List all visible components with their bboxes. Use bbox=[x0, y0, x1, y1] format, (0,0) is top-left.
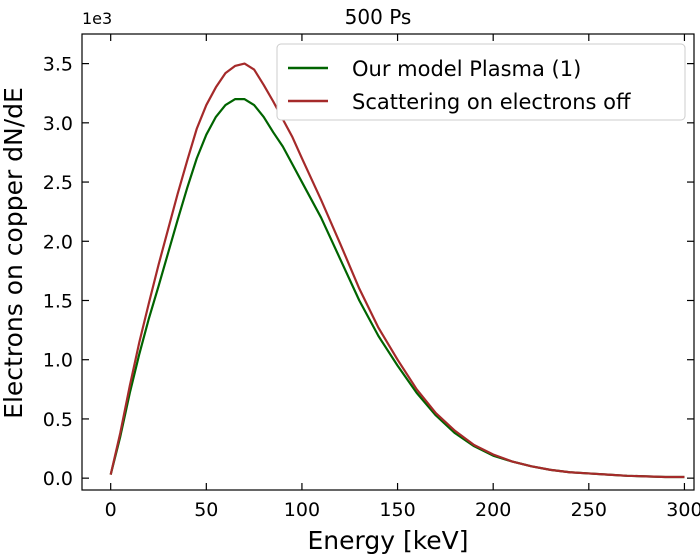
y-tick-label: 1.0 bbox=[43, 350, 73, 372]
plot-area: 0 50 100 150 200 250 300 0.0 0.5 1.0 1.5 2.0 2.5 3.0… bbox=[43, 33, 700, 521]
x-tick-label: 150 bbox=[379, 499, 415, 521]
series-line-2 bbox=[109, 62, 685, 479]
x-tick-label: 300 bbox=[666, 499, 700, 521]
chart-title: 500 Ps bbox=[345, 5, 412, 29]
data-lines bbox=[109, 62, 685, 479]
x-tick-label: 100 bbox=[284, 499, 320, 521]
y-tick-label: 2.0 bbox=[43, 231, 73, 253]
x-tick-label: 250 bbox=[571, 499, 607, 521]
y-tick-label: 3.0 bbox=[43, 113, 73, 135]
axes-frame bbox=[81, 33, 695, 491]
x-tick-label: 50 bbox=[194, 499, 218, 521]
y-tick-label: 1.5 bbox=[43, 290, 73, 312]
legend: Our model Plasma (1) Scattering on elect… bbox=[276, 43, 686, 121]
x-axis-label: Energy [keV] bbox=[307, 526, 468, 555]
legend-box bbox=[276, 43, 686, 121]
y-axis-label: Electrons on copper dN/dE bbox=[0, 87, 28, 419]
y-offset-text: 1e3 bbox=[82, 9, 112, 28]
y-tick-label: 3.5 bbox=[43, 54, 73, 76]
y-tick-label: 2.5 bbox=[43, 172, 73, 194]
y-tick-label: 0.5 bbox=[43, 409, 73, 431]
x-tick-label: 0 bbox=[105, 499, 117, 521]
series-line-1 bbox=[109, 98, 685, 479]
legend-label-series-2: Scattering on electrons off bbox=[352, 90, 631, 114]
legend-label-series-1: Our model Plasma (1) bbox=[352, 57, 581, 81]
y-ticks: 0.0 0.5 1.0 1.5 2.0 2.5 3.0 3.5 bbox=[43, 54, 694, 490]
y-tick-label: 0.0 bbox=[43, 468, 73, 490]
x-tick-label: 200 bbox=[475, 499, 511, 521]
x-ticks: 0 50 100 150 200 250 300 bbox=[105, 34, 700, 521]
